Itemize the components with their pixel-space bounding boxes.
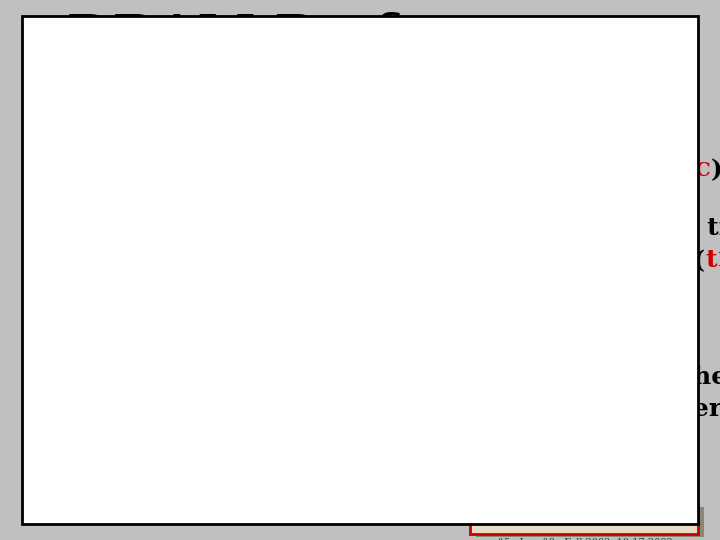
Text: t: t: [175, 102, 186, 126]
Text: •: •: [28, 365, 45, 390]
Text: t: t: [705, 248, 716, 272]
Text: RAC: RAC: [186, 106, 233, 124]
Text: #5   Lec #9   Fall 2002  10-17-2002: #5 Lec #9 Fall 2002 10-17-2002: [495, 538, 672, 540]
Text: Perform column access (: Perform column access (: [96, 215, 443, 239]
Text: •: •: [118, 290, 132, 312]
Text: ) in 12 ns, but time: ) in 12 ns, but time: [501, 215, 720, 239]
Text: DRAM Performance: DRAM Performance: [67, 12, 653, 63]
Text: overhead.: overhead.: [50, 429, 186, 453]
Text: Perform a row access only every 110 ns (: Perform a row access only every 110 ns (: [96, 158, 667, 182]
Text: ) DRAM chip can:: ) DRAM chip can:: [233, 102, 480, 126]
Text: turning around buses make it 30 to 40 ns: turning around buses make it 30 to 40 ns: [138, 318, 655, 340]
Text: t: t: [667, 158, 679, 182]
Text: addresses off the CPU or the memory controller: addresses off the CPU or the memory cont…: [50, 397, 720, 421]
Text: ): ): [711, 158, 720, 182]
Bar: [470, 504, 698, 534]
Text: CAC: CAC: [454, 219, 501, 237]
Text: between column accesses is at least 25 ns (: between column accesses is at least 25 n…: [96, 248, 705, 272]
Text: t: t: [443, 215, 454, 239]
Bar: [476, 507, 704, 537]
Text: A 60 ns (: A 60 ns (: [50, 102, 175, 126]
Text: –: –: [72, 215, 85, 239]
Text: In practice, external address delays and: In practice, external address delays and: [138, 290, 634, 312]
Text: •: •: [28, 102, 45, 127]
Text: RC: RC: [679, 162, 711, 180]
Text: EECC551 - Shaaban: EECC551 - Shaaban: [467, 507, 701, 527]
Text: –: –: [72, 158, 85, 182]
Text: PC: PC: [716, 252, 720, 270]
Text: These times do not include the time to drive the: These times do not include the time to d…: [50, 365, 720, 389]
